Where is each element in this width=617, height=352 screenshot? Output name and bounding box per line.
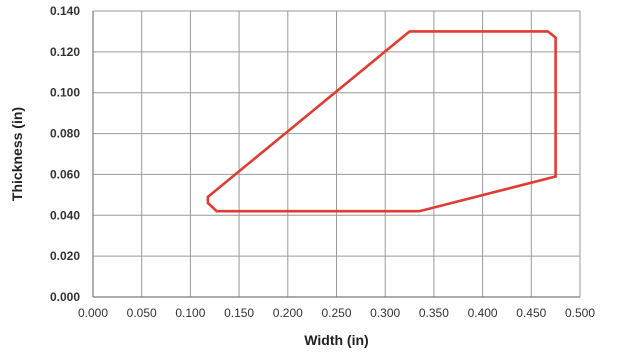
y-tick-label: 0.040 (50, 208, 80, 222)
y-tick-label: 0.080 (50, 127, 80, 141)
x-tick-label: 0.300 (370, 306, 400, 320)
x-tick-label: 0.100 (175, 306, 205, 320)
series-outline-0 (206, 30, 557, 213)
y-axis-title: Thickness (in) (9, 107, 25, 201)
x-axis-title: Width (in) (304, 332, 368, 348)
x-tick-label: 0.350 (419, 306, 449, 320)
y-tick-label: 0.100 (50, 86, 80, 100)
x-axis-ticks: 0.000 0.050 0.100 0.150 0.200 0.250 0.300 0.350… (78, 306, 595, 320)
series-layer (206, 30, 557, 213)
x-tick-label: 0.250 (321, 306, 351, 320)
x-tick-label: 0.050 (127, 306, 157, 320)
x-tick-label: 0.500 (565, 306, 595, 320)
y-tick-label: 0.000 (50, 290, 80, 304)
x-tick-label: 0.150 (224, 306, 254, 320)
grid-lines (92, 10, 581, 298)
y-axis-ticks: 0.000 0.020 0.040 0.060 0.080 0.100 0.120 0.140 (50, 4, 80, 304)
x-tick-label: 0.000 (78, 306, 108, 320)
y-tick-label: 0.140 (50, 4, 80, 18)
x-tick-label: 0.450 (516, 306, 546, 320)
y-tick-label: 0.060 (50, 167, 80, 181)
y-tick-label: 0.020 (50, 249, 80, 263)
x-tick-label: 0.200 (273, 306, 303, 320)
x-tick-label: 0.400 (468, 306, 498, 320)
y-tick-label: 0.120 (50, 45, 80, 59)
